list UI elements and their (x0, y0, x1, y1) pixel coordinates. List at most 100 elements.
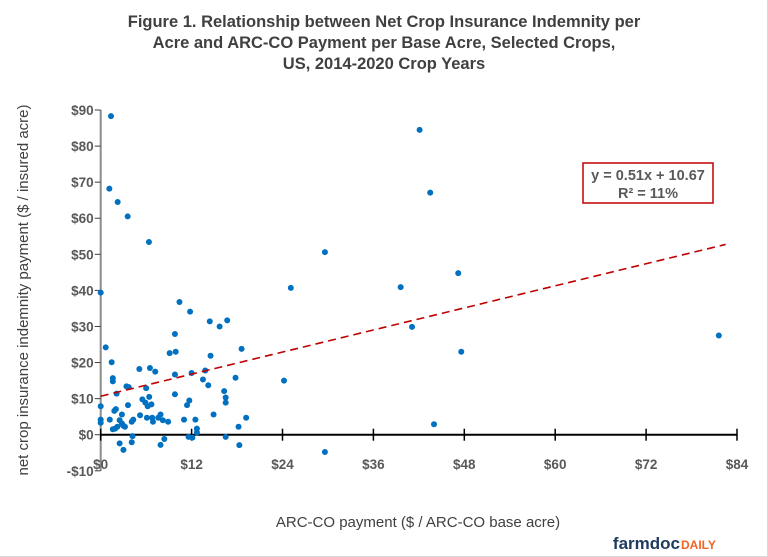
y-tick-label: $70 (71, 175, 94, 190)
data-point (187, 308, 194, 315)
data-point (106, 185, 113, 192)
data-point (129, 433, 136, 440)
data-point (114, 423, 121, 430)
data-point (181, 416, 188, 423)
x-tick-label: $84 (726, 457, 749, 472)
data-point (118, 411, 125, 418)
x-tick-label: $36 (362, 457, 385, 472)
data-point (287, 284, 294, 291)
data-point (397, 284, 404, 291)
data-point (427, 189, 434, 196)
y-tick-label: $20 (71, 356, 94, 371)
data-point (176, 298, 183, 305)
data-point (199, 376, 206, 383)
data-point (172, 348, 179, 355)
data-point (116, 440, 123, 447)
y-tick-label: $30 (71, 319, 94, 334)
data-point (137, 412, 144, 419)
data-point (149, 418, 156, 425)
x-tick-label: $72 (635, 457, 658, 472)
chart-title-line-3: US, 2014-2020 Crop Years (283, 55, 485, 73)
data-point (205, 382, 212, 389)
data-point (222, 399, 229, 406)
data-point (145, 239, 152, 246)
y-tick-label: $50 (71, 247, 94, 262)
data-point (148, 401, 155, 408)
y-tick-label: $0 (79, 428, 94, 443)
x-tick-label: $48 (453, 457, 476, 472)
data-point (108, 359, 115, 366)
chart-title-line-1: Figure 1. Relationship between Net Crop … (128, 13, 641, 31)
data-point (224, 317, 231, 324)
y-tick-label: -$10 (67, 464, 94, 479)
data-point (184, 402, 191, 409)
x-tick-label: $0 (93, 457, 108, 472)
data-point (207, 352, 214, 359)
data-point (192, 416, 199, 423)
data-point (216, 323, 223, 330)
data-point (161, 436, 168, 443)
data-point (124, 213, 131, 220)
data-point (321, 249, 328, 256)
data-point (431, 421, 437, 428)
y-tick-label: $40 (71, 283, 94, 298)
data-point (165, 418, 172, 425)
x-axis-label: ARC-CO payment ($ / ARC-CO base acre) (276, 514, 560, 531)
x-tick-label: $24 (271, 457, 294, 472)
data-point (235, 423, 242, 430)
data-point (146, 393, 153, 400)
y-tick-label: $10 (71, 392, 94, 407)
data-point (114, 199, 121, 206)
x-tick-label: $60 (544, 457, 567, 472)
data-point (109, 378, 116, 385)
data-point (171, 391, 178, 398)
data-point (97, 403, 104, 410)
data-point (189, 434, 196, 441)
data-point (166, 350, 173, 357)
data-point (128, 439, 135, 446)
logo-farmdoc: farmdoc (613, 534, 680, 553)
data-point (108, 113, 115, 120)
data-point (157, 441, 164, 448)
y-tick-label: $60 (71, 211, 94, 226)
data-point (409, 323, 416, 330)
data-point (238, 345, 245, 352)
data-point (112, 406, 119, 413)
data-point (152, 368, 159, 375)
x-tick-label: $12 (180, 457, 203, 472)
equation-box (582, 162, 714, 204)
data-point (136, 366, 143, 373)
data-point (321, 449, 328, 456)
data-point (97, 419, 104, 426)
data-point (106, 416, 113, 423)
data-point (715, 332, 722, 339)
y-tick-label: $80 (71, 139, 94, 154)
data-point (171, 331, 178, 338)
data-point (143, 385, 150, 392)
data-point (236, 442, 243, 449)
data-point (130, 416, 137, 423)
data-point (159, 417, 166, 424)
data-point (416, 126, 423, 133)
data-point (121, 423, 128, 430)
logo-daily: DAILY (681, 538, 716, 552)
data-point (120, 446, 127, 453)
data-point (281, 377, 288, 384)
data-point (157, 411, 164, 418)
data-point (143, 414, 150, 421)
data-point (222, 433, 229, 440)
data-point (193, 429, 200, 436)
data-point (97, 289, 104, 296)
y-axis-label: net crop insurance indemnity payment ($ … (15, 104, 32, 475)
trendline (100, 243, 726, 398)
farmdoc-daily-logo: farmdoc DAILY (613, 534, 716, 553)
data-point (210, 411, 217, 418)
y-tick-label: $90 (71, 103, 94, 118)
data-point (146, 364, 153, 371)
data-point (232, 374, 239, 381)
chart-title-line-2: Acre and ARC-CO Payment per Base Acre, S… (153, 34, 616, 52)
r-squared-label: R² = 11% (618, 186, 678, 202)
data-point (455, 270, 462, 277)
